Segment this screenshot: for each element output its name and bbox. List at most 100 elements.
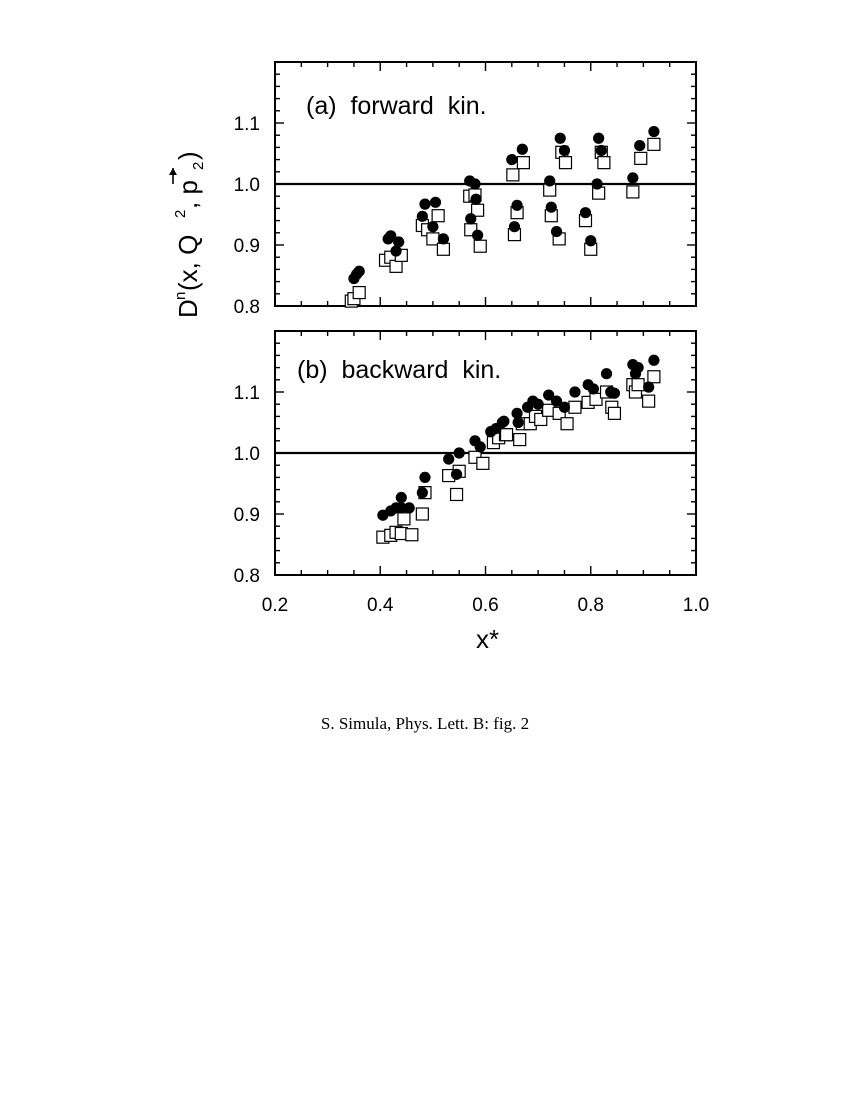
filled-circle-marker [600, 368, 613, 380]
open-square-marker [642, 394, 656, 408]
svg-text:2: 2 [190, 162, 207, 170]
open-square-marker [506, 168, 520, 182]
filled-circle-marker [472, 229, 484, 241]
panel-label-b: (b) backward kin. [297, 356, 501, 384]
filled-circle-marker [569, 386, 581, 398]
filled-circle-marker [416, 487, 428, 499]
x-tick-label: 0.4 [367, 595, 394, 616]
open-square-marker [473, 239, 487, 253]
open-square-marker [560, 417, 574, 431]
y-tick-label: 1.1 [234, 114, 260, 135]
svg-text:D: D [173, 299, 203, 318]
filled-circle-marker [416, 210, 428, 222]
filled-circle-marker [443, 453, 455, 465]
filled-circle-marker [543, 389, 555, 401]
x-tick-labels: 0.2 0.4 0.6 0.8 1.0 [262, 595, 709, 616]
y-tick-label: 0.8 [234, 566, 260, 587]
filled-circle-marker [593, 132, 605, 144]
filled-circle-marker [508, 221, 521, 233]
open-square-marker [607, 406, 622, 420]
markers-a [344, 125, 661, 308]
filled-circle-marker [544, 175, 556, 187]
filled-circle-marker [532, 398, 544, 410]
filled-circle-marker [591, 178, 603, 190]
filled-circle-marker [511, 199, 523, 211]
open-square-marker [631, 378, 645, 392]
filled-circle-marker [419, 198, 431, 210]
filled-circle-marker [427, 221, 439, 233]
open-square-marker [389, 259, 403, 273]
filled-circle-marker [470, 193, 482, 205]
filled-circle-marker [587, 383, 599, 395]
filled-circle-marker [469, 178, 481, 190]
filled-circle-marker [419, 471, 431, 483]
open-square-marker [352, 285, 366, 300]
filled-circle-marker [634, 139, 646, 152]
svg-text:, p: , p [173, 180, 203, 209]
panel-label-a: (a) forward kin. [306, 92, 487, 120]
open-square-marker [436, 242, 450, 256]
svg-text:(x, Q: (x, Q [173, 235, 203, 291]
filled-circle-marker [403, 502, 415, 514]
filled-circle-marker [648, 125, 660, 138]
panel-backward: 0.8 0.9 1.0 1.1 (b) backward kin. [234, 330, 697, 587]
filled-circle-marker [632, 362, 644, 374]
filled-circle-marker [550, 225, 563, 238]
markers-b [376, 354, 661, 544]
filled-circle-marker [390, 245, 402, 257]
filled-circle-marker [545, 201, 557, 213]
filled-circle-marker [450, 468, 463, 480]
filled-circle-marker [585, 235, 597, 247]
filled-circle-marker [429, 196, 442, 208]
svg-text:2: 2 [172, 210, 189, 218]
open-square-marker [431, 209, 445, 223]
open-square-marker [397, 512, 411, 526]
x-tick-label: 0.6 [472, 595, 498, 616]
y-tick-label: 0.8 [234, 297, 260, 318]
filled-circle-marker [385, 230, 397, 242]
x-tick-label: 0.2 [262, 595, 288, 616]
filled-circle-marker [558, 144, 571, 157]
filled-circle-marker [643, 381, 655, 393]
x-axis-title: x* [476, 624, 499, 654]
y-axis-title: D n (x, Q 2 , p 2 ) [169, 151, 207, 318]
open-square-marker [647, 370, 661, 384]
filled-circle-marker [648, 354, 660, 366]
panel-forward: 0.8 0.9 1.0 1.1 (a) forward kin. [234, 61, 697, 318]
y-tick-label: 0.9 [234, 505, 260, 526]
open-square-marker [476, 456, 490, 470]
filled-circle-marker [595, 144, 607, 157]
open-square-marker [558, 156, 573, 170]
filled-circle-marker [465, 213, 477, 225]
y-tick-label: 1.0 [234, 175, 260, 196]
filled-circle-marker [437, 233, 449, 245]
filled-circle-marker [393, 236, 405, 248]
y-tick-label: 1.1 [234, 383, 260, 404]
filled-circle-marker [506, 154, 518, 166]
y-tick-label: 1.0 [234, 444, 260, 465]
open-square-marker [415, 507, 429, 521]
open-square-marker [405, 528, 419, 542]
filled-circle-marker [627, 172, 639, 184]
ticks-b: 0.8 0.9 1.0 1.1 [234, 330, 697, 587]
filled-circle-marker [395, 491, 407, 504]
ticks-a: 0.8 0.9 1.0 1.1 [234, 61, 697, 318]
open-square-marker [568, 400, 582, 414]
open-square-marker [647, 137, 661, 151]
open-square-marker [597, 156, 611, 170]
filled-circle-marker [516, 143, 528, 155]
filled-circle-marker [608, 387, 621, 399]
filled-circle-marker [550, 395, 563, 407]
open-square-marker [449, 487, 464, 502]
open-square-marker [626, 185, 640, 199]
filled-circle-marker [579, 207, 592, 219]
filled-circle-marker [453, 447, 465, 459]
filled-circle-marker [353, 265, 365, 277]
x-tick-label: 0.8 [578, 595, 604, 616]
svg-text:n: n [172, 292, 189, 300]
svg-text:): ) [173, 151, 203, 160]
open-square-marker [634, 151, 648, 165]
open-square-marker [499, 428, 514, 442]
filled-circle-marker [511, 407, 523, 419]
